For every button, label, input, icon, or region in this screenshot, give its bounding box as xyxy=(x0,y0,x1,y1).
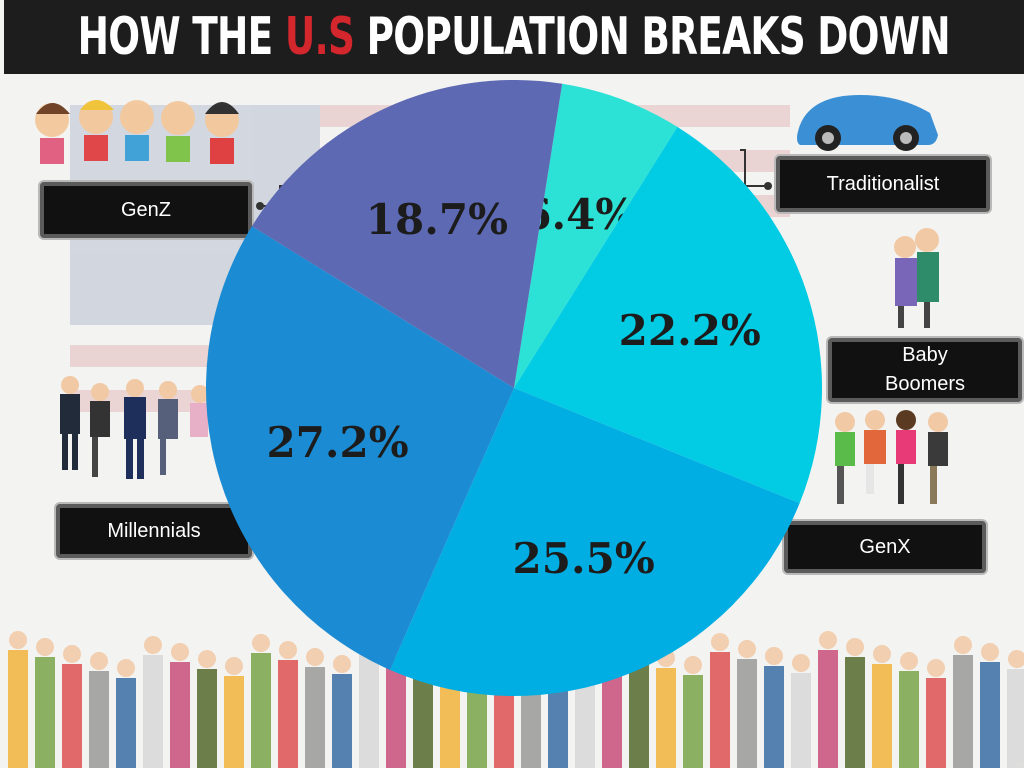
traditionalist-label-box: Traditionalist xyxy=(776,156,990,212)
pie-label-millennials: 27.2% xyxy=(266,418,408,467)
pie-slice-traditionalist xyxy=(514,83,678,388)
pie-label-genx: 25.5% xyxy=(513,534,655,583)
page-title: HOW THE U.S POPULATION BREAKS DOWN xyxy=(77,7,951,67)
millennials-label-box: Millennials xyxy=(56,504,252,558)
baby-boomers-label-box: Baby Boomers xyxy=(828,338,1022,402)
genz-label: GenZ xyxy=(120,199,172,221)
car-illustration xyxy=(797,95,938,151)
title-before: HOW THE xyxy=(77,7,286,67)
pie-slice-genx xyxy=(389,388,800,697)
pie-slice-millennials xyxy=(205,226,514,670)
teens-illustration xyxy=(835,410,948,504)
pie-slice-baby-boomers xyxy=(514,126,823,504)
baby-boomers-label-line1: Baby xyxy=(902,344,948,366)
kids-illustration xyxy=(35,100,239,164)
title-bar: HOW THE U.S POPULATION BREAKS DOWN xyxy=(4,0,1024,74)
traditionalist-connector-line xyxy=(740,149,770,187)
millennials-label: Millennials xyxy=(107,520,201,542)
title-after: POPULATION BREAKS DOWN xyxy=(354,7,951,67)
pie-label-baby-boomers: 22.2% xyxy=(619,306,761,355)
title-accent: U.S xyxy=(285,7,355,67)
pie-slice-genz xyxy=(251,80,563,388)
genx-label-box: GenX xyxy=(784,521,986,573)
crowd-illustration xyxy=(8,631,1024,768)
pie-label-genz: 18.7% xyxy=(366,195,508,244)
baby-boomers-label-line2: Boomers xyxy=(884,373,966,395)
elderly-couple-illustration xyxy=(894,228,939,328)
genz-label-box: GenZ xyxy=(40,182,252,238)
traditionalist-label: Traditionalist xyxy=(826,173,940,195)
business-people-illustration xyxy=(60,376,209,479)
genx-label: GenX xyxy=(859,536,911,558)
